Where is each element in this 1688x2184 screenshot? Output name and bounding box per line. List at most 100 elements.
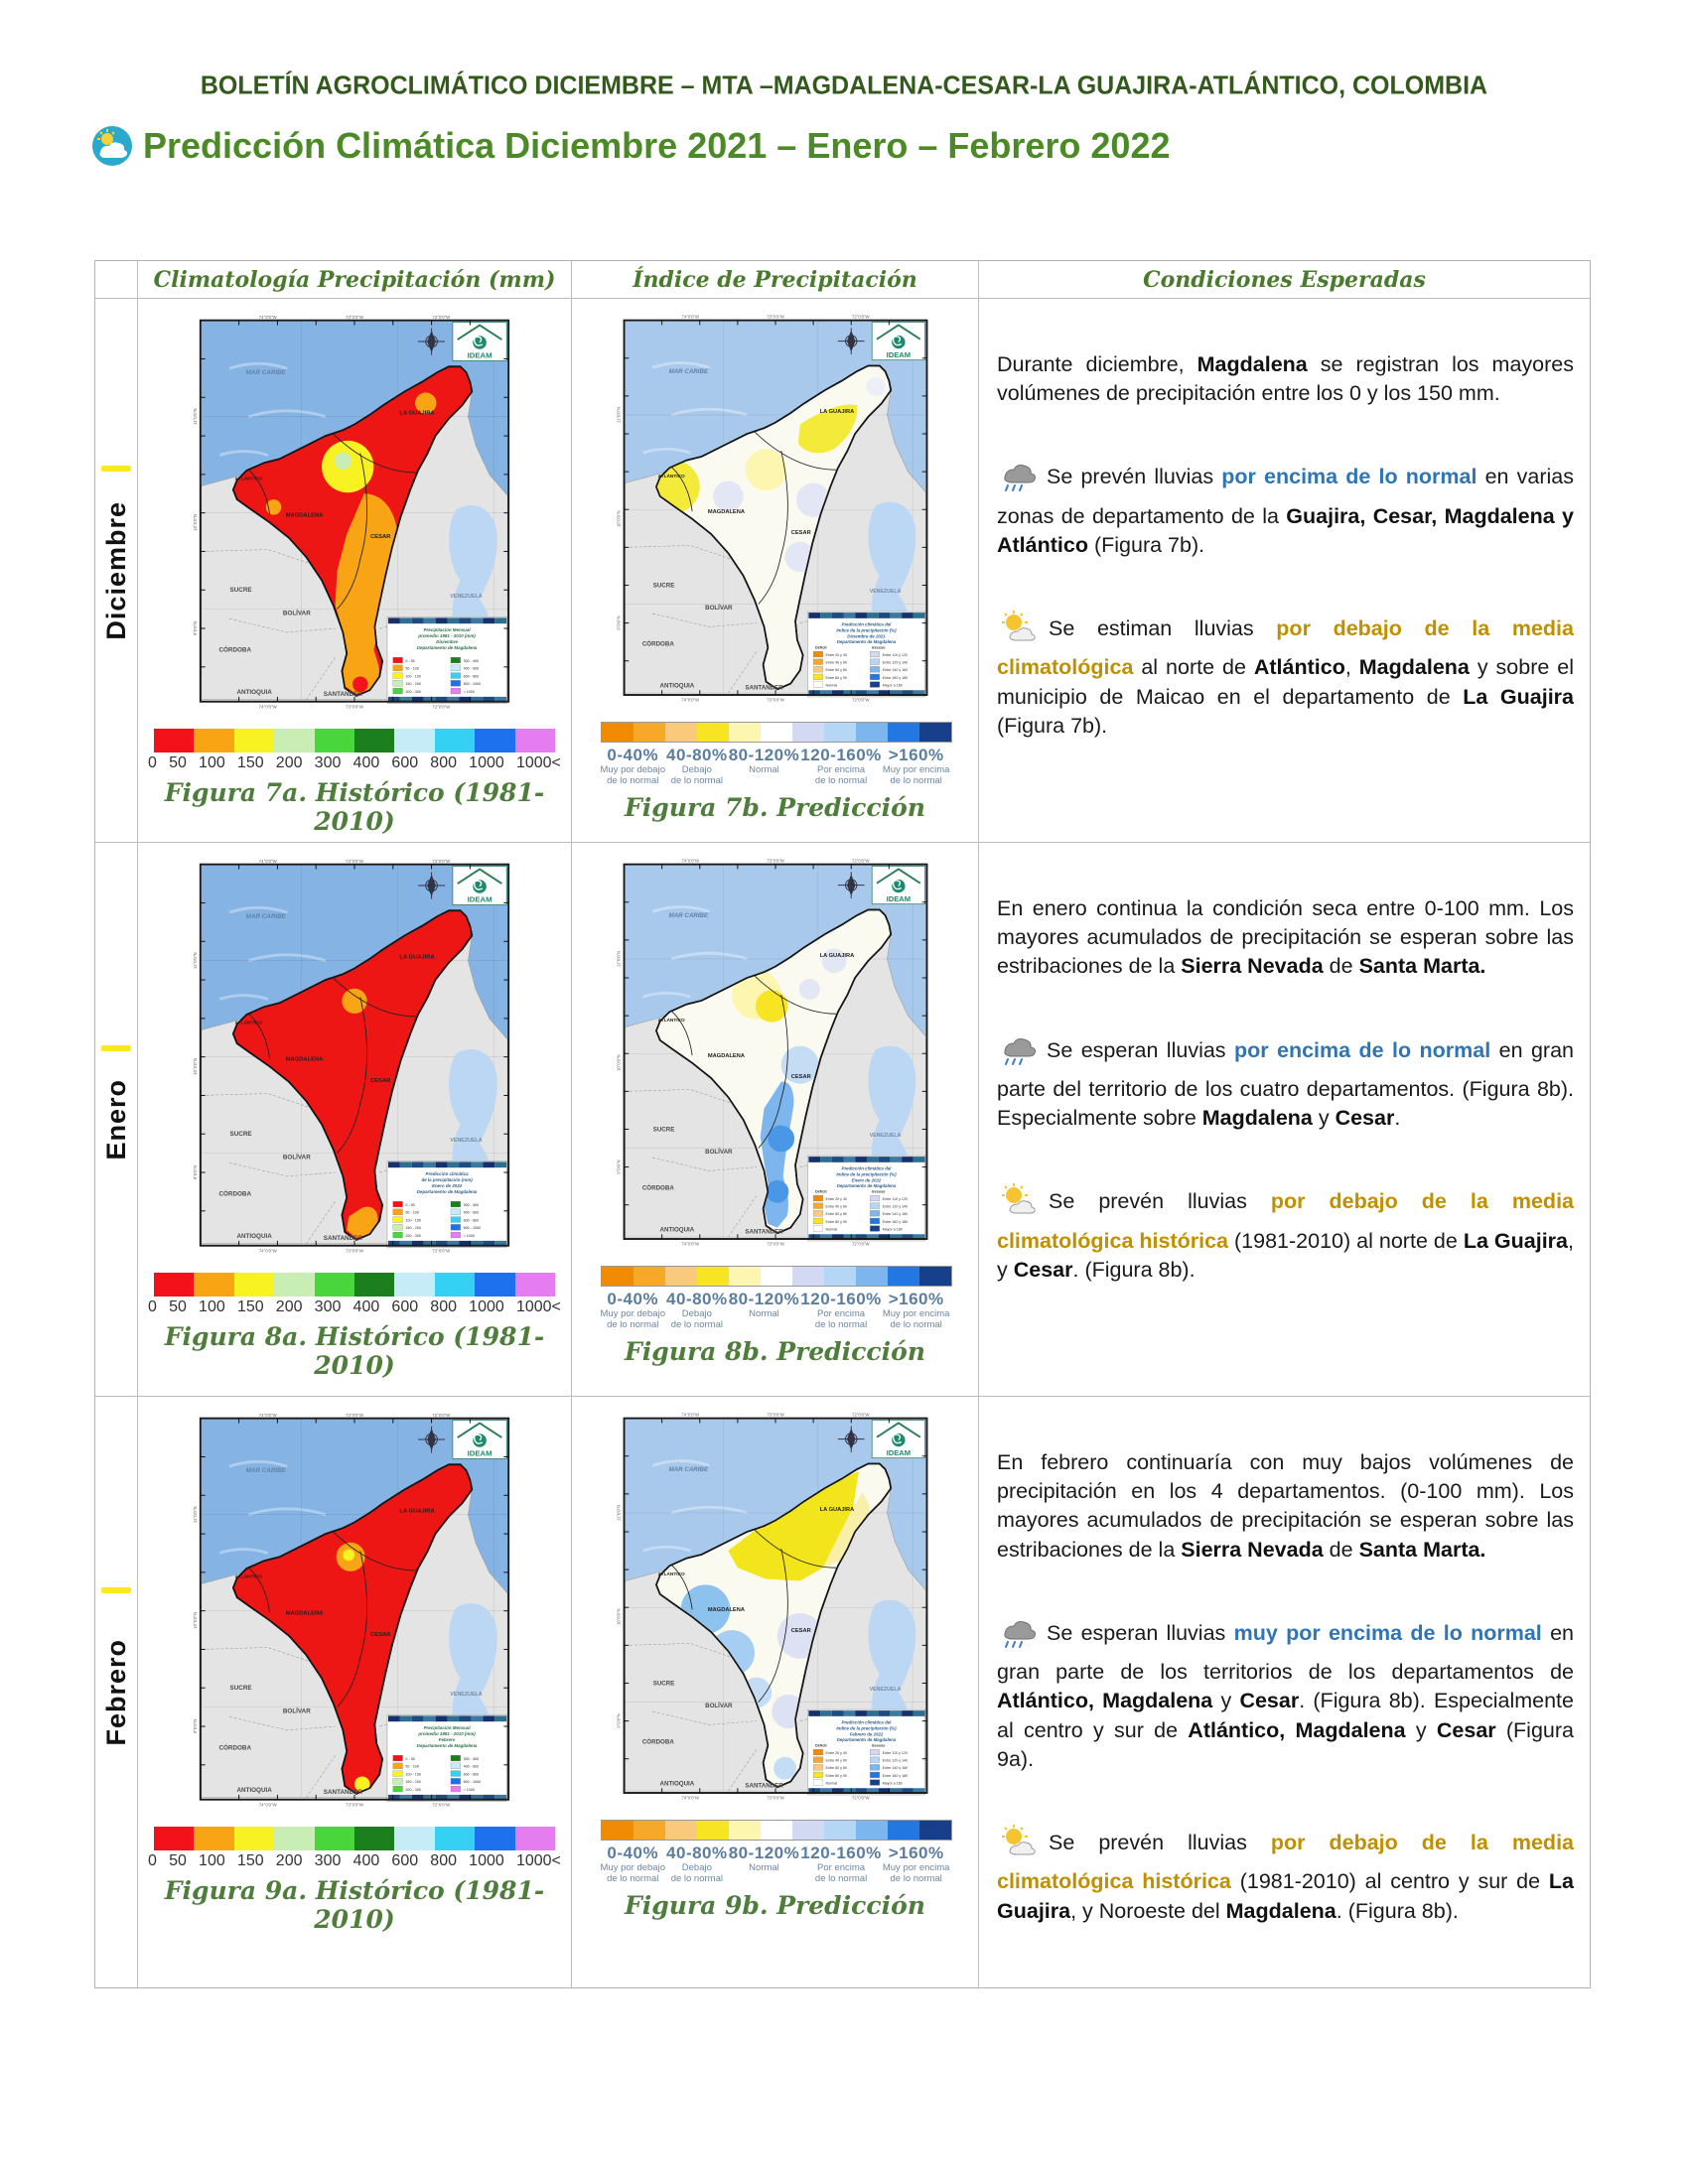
svg-text:ATLÁNTICO: ATLÁNTICO xyxy=(235,1020,263,1026)
scale-group: 40-80% Debajo de lo normal xyxy=(666,746,728,787)
svg-text:Entre 20 y 40: Entre 20 y 40 xyxy=(825,1751,846,1755)
text-segment: y xyxy=(1405,1717,1437,1742)
svg-text:SUCRE: SUCRE xyxy=(230,587,252,594)
svg-text:50 - 100: 50 - 100 xyxy=(405,1211,418,1215)
svg-text:VENEZUELA: VENEZUELA xyxy=(869,589,901,595)
text-segment: Santa Marta. xyxy=(1358,954,1486,979)
svg-text:CÓRDOBA: CÓRDOBA xyxy=(641,639,673,647)
color-swatch xyxy=(760,1821,792,1840)
svg-text:índice de la precipitación (%): índice de la precipitación (%) xyxy=(836,1171,897,1176)
svg-text:promedio 1981 - 2010 (mm): promedio 1981 - 2010 (mm) xyxy=(417,1731,476,1736)
scale-tick: 200 xyxy=(275,1852,303,1869)
svg-text:72°0'0"W: 72°0'0"W xyxy=(432,1413,451,1418)
svg-text:MAGDALENA: MAGDALENA xyxy=(286,513,324,519)
svg-text:promedio 1981 - 2010 (mm): promedio 1981 - 2010 (mm) xyxy=(417,633,476,638)
svg-text:400 - 600: 400 - 600 xyxy=(464,667,480,671)
svg-text:74°0'0"W: 74°0'0"W xyxy=(681,859,700,864)
percent-label: 80-120% xyxy=(728,746,800,764)
color-swatch xyxy=(855,723,888,742)
svg-text:73°0'0"W: 73°0'0"W xyxy=(346,315,364,320)
svg-text:LA GUAJIRA: LA GUAJIRA xyxy=(819,953,854,959)
color-swatch xyxy=(696,1821,729,1840)
text-segment: (Figura 7b). xyxy=(1087,532,1205,557)
svg-text:MAR CARIBE: MAR CARIBE xyxy=(246,1467,287,1474)
color-swatch xyxy=(434,1273,476,1297)
color-swatch xyxy=(760,1267,792,1286)
compass-rose-icon xyxy=(418,328,446,355)
text-segment: Se prevén lluvias xyxy=(1047,465,1222,489)
figure-caption: Figura 8b. Predicción xyxy=(625,1336,925,1366)
forecast-table: Climatología Precipitación (mm) Índice d… xyxy=(94,260,1591,1988)
svg-text:600 - 800: 600 - 800 xyxy=(464,1218,480,1222)
svg-text:73°0'0"W: 73°0'0"W xyxy=(346,705,364,710)
map-figura-9b-prediccion: MAR CARIBE ATLÁNTICO MAGDALENA CESAR LA GUAJ… xyxy=(616,1413,927,1801)
text-segment: por debajo de la media climatológica his… xyxy=(997,1189,1574,1253)
svg-text:SANTANDER: SANTANDER xyxy=(745,1782,783,1789)
svg-text:Enero de 2022: Enero de 2022 xyxy=(851,1177,881,1182)
svg-text:200 - 300: 200 - 300 xyxy=(405,1788,421,1792)
svg-text:73°0'0"W: 73°0'0"W xyxy=(346,1413,364,1418)
svg-text:150 - 200: 150 - 200 xyxy=(405,1780,421,1784)
percent-sublabel: Normal xyxy=(749,1862,779,1873)
scale-group: 0-40% Muy por debajo de lo normal xyxy=(601,1843,665,1885)
percent-sublabel: de lo normal xyxy=(670,1872,723,1884)
percent-sublabel: Muy por encima xyxy=(882,764,950,775)
svg-text:MAGDALENA: MAGDALENA xyxy=(286,1057,324,1063)
scale-tick: 100 xyxy=(199,1852,225,1869)
text-segment: Se esperan lluvias xyxy=(1047,1620,1234,1645)
svg-text:Entre 40 y 60: Entre 40 y 60 xyxy=(825,1759,846,1763)
text-segment: de xyxy=(1323,954,1359,979)
svg-text:CÓRDOBA: CÓRDOBA xyxy=(218,644,251,653)
scale-tick: 400 xyxy=(352,1852,380,1869)
percent-label: 0-40% xyxy=(607,1290,659,1308)
text-segment: muy por encima de lo normal xyxy=(1233,1620,1542,1645)
color-swatch xyxy=(354,1273,395,1297)
svg-text:CESAR: CESAR xyxy=(370,534,391,540)
precipitation-color-scale: 0 50 100 150 200 300 400 600 800 1000 1000< xyxy=(148,1273,561,1316)
figure-caption: Figura 9a. Histórico (1981-2010) xyxy=(164,1876,545,1934)
ideam-logo: IDEAM xyxy=(871,1420,925,1459)
text-segment: y xyxy=(1212,1689,1240,1713)
percent-label: 120-160% xyxy=(800,1290,882,1308)
color-swatch xyxy=(154,1273,195,1297)
svg-text:IDEAM: IDEAM xyxy=(468,895,492,904)
svg-text:SANTANDER: SANTANDER xyxy=(745,1228,783,1235)
percent-sublabel: de lo normal xyxy=(607,1872,659,1884)
svg-text:MAR CARIBE: MAR CARIBE xyxy=(668,912,708,919)
color-swatch xyxy=(514,1827,556,1850)
svg-text:Exceso: Exceso xyxy=(872,1743,886,1747)
svg-text:SANTANDER: SANTANDER xyxy=(324,1235,363,1242)
scale-group-labels: 0-40% Muy por debajo de lo normal 40-80% Deb… xyxy=(601,1843,950,1885)
conditions-text-enero: En enero continua la condición seca entr… xyxy=(979,843,1590,1397)
svg-text:74°0'0"W: 74°0'0"W xyxy=(681,698,700,703)
svg-text:VENEZUELA: VENEZUELA xyxy=(869,1133,901,1139)
percent-sublabel: Muy por debajo xyxy=(600,764,665,775)
row-label-febrero: Febrero xyxy=(95,1397,138,1987)
svg-text:MAGDALENA: MAGDALENA xyxy=(707,1607,744,1613)
svg-text:800 - 1000: 800 - 1000 xyxy=(464,1780,482,1784)
color-swatch xyxy=(633,723,665,742)
text-segment: Cesar xyxy=(1013,1257,1073,1282)
color-swatch xyxy=(475,729,515,752)
scale-tick: 150 xyxy=(236,1298,264,1315)
svg-text:0 - 50: 0 - 50 xyxy=(405,659,414,663)
condition-paragraph: Se prevén lluvias por debajo de la media… xyxy=(997,1182,1574,1285)
rain-cloud-icon xyxy=(997,1614,1039,1658)
color-swatch xyxy=(354,1827,395,1850)
svg-text:Departamento de Magdalena: Departamento de Magdalena xyxy=(836,639,896,644)
svg-text:BOLÍVAR: BOLÍVAR xyxy=(283,608,311,616)
percent-sublabel: de lo normal xyxy=(890,1872,942,1884)
figure-caption: Figura 7a. Histórico (1981-2010) xyxy=(164,778,545,836)
svg-text:Exceso: Exceso xyxy=(872,1189,886,1193)
text-segment: (1981-2010) al norte de xyxy=(1228,1228,1464,1253)
color-swatch xyxy=(696,723,729,742)
svg-text:11°0'0"N: 11°0'0"N xyxy=(616,407,621,423)
compass-rose-icon xyxy=(418,1426,446,1453)
svg-text:Entre 80 y 90: Entre 80 y 90 xyxy=(825,676,846,680)
scale-group: 80-120% Normal xyxy=(729,1843,800,1885)
ideam-logo: IDEAM xyxy=(452,1420,507,1459)
map-cell-figura-9b: MAR CARIBE ATLÁNTICO MAGDALENA CESAR LA GUAJ… xyxy=(572,1397,979,1987)
